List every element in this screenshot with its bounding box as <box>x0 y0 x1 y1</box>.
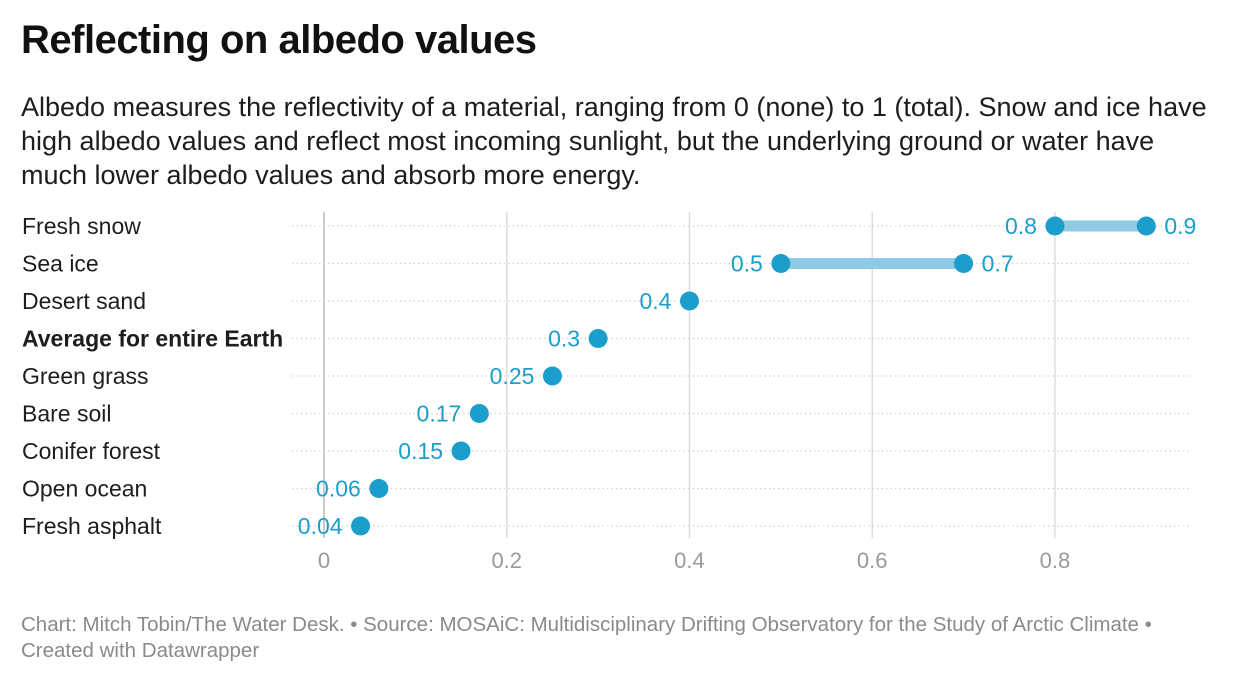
x-tick-label: 0.2 <box>491 548 522 573</box>
value-label-high: 0.9 <box>1164 213 1196 239</box>
albedo-range-dot-chart: 0 0.2 0.4 0.6 0.8 Fresh snow 0.8 0.9 Sea ice 0.5 0… <box>22 212 1196 573</box>
chart-title: Reflecting on albedo values <box>21 18 537 62</box>
row-label: Fresh asphalt <box>22 513 162 539</box>
x-tick-label: 0.4 <box>674 548 705 573</box>
data-point <box>588 329 608 348</box>
row-label: Open ocean <box>22 476 147 502</box>
value-label: 0.4 <box>639 288 671 314</box>
value-label-low: 0.8 <box>1005 213 1037 239</box>
x-tick-label: 0.8 <box>1040 548 1071 573</box>
row-label: Conifer forest <box>22 438 161 464</box>
data-point <box>1136 216 1156 236</box>
value-label: 0.3 <box>548 326 580 352</box>
row-label: Fresh snow <box>22 213 141 239</box>
row-label: Bare soil <box>22 401 111 427</box>
value-label: 0.06 <box>316 476 361 502</box>
value-label-low: 0.5 <box>731 251 763 277</box>
data-point <box>542 366 562 386</box>
value-label: 0.15 <box>398 438 443 464</box>
row-label: Average for entire Earth <box>22 326 283 352</box>
chart-footer: Chart: Mitch Tobin/The Water Desk. • Sou… <box>21 613 1152 662</box>
value-label: 0.04 <box>298 513 343 539</box>
data-point <box>351 516 371 536</box>
value-label: 0.17 <box>417 401 462 427</box>
row-label: Sea ice <box>22 251 99 277</box>
data-point <box>1045 216 1065 236</box>
data-point <box>954 254 974 273</box>
data-point <box>451 441 471 461</box>
data-point <box>369 479 389 498</box>
data-point <box>679 291 699 311</box>
x-tick-label: 0.6 <box>857 548 888 573</box>
chart-subtitle: Albedo measures the reflectivity of a ma… <box>21 92 1207 190</box>
data-point <box>771 254 791 273</box>
value-label-high: 0.7 <box>982 251 1014 277</box>
value-label: 0.25 <box>490 363 535 389</box>
x-tick-label: 0 <box>318 548 330 573</box>
row-label: Desert sand <box>22 288 146 314</box>
data-point <box>469 404 489 423</box>
row-label: Green grass <box>22 363 149 389</box>
